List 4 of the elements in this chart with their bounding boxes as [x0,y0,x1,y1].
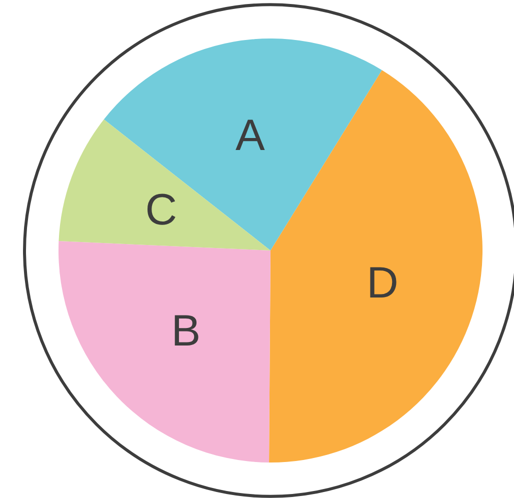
slice-label: D [366,258,398,308]
slice-label: C [145,185,178,234]
slice-label: A [236,111,266,160]
slice-label: B [171,306,201,356]
